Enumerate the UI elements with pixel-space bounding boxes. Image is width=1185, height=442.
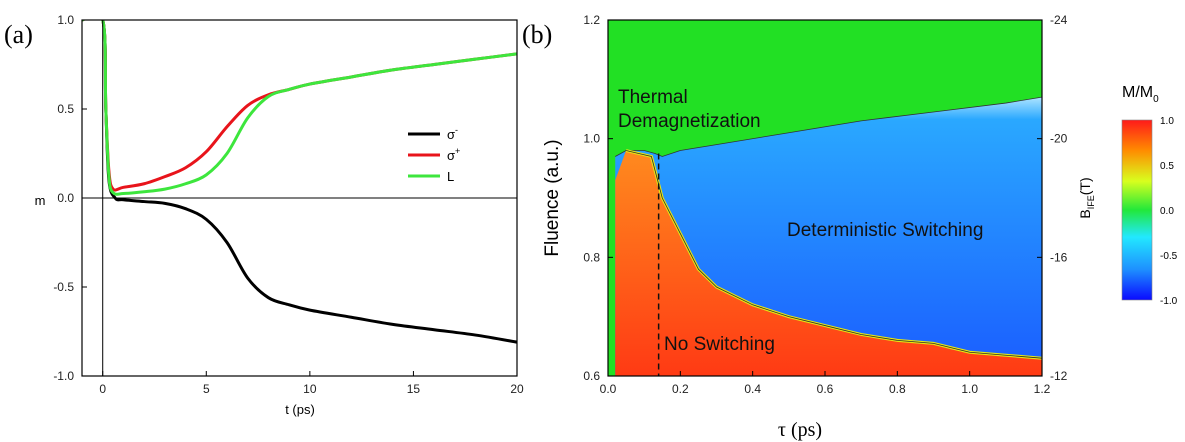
panel-a-y-tick-label: -1.0 — [53, 369, 74, 383]
panel-b-x-tick-label: 0.0 — [600, 382, 617, 396]
panel-a-x-tick-label: 15 — [407, 382, 421, 396]
panel-a-x-axis-label: t (ps) — [285, 402, 315, 417]
panel-b-y2-tick-label: -20 — [1050, 132, 1068, 146]
switching-boundary-line — [625, 150, 1042, 359]
panel-b-x-tick-label: 0.2 — [672, 382, 689, 396]
panel-b-x-tick-label: 1.2 — [1034, 382, 1051, 396]
region-no-switching-fill — [615, 150, 1042, 376]
panel-a-y-tick-label: 0.0 — [57, 191, 74, 205]
panel-a-x-tick-label: 0 — [99, 382, 106, 396]
panel-b-y-axis-label: Fluence (a.u.) — [542, 139, 563, 256]
legend-label: σ+ — [447, 146, 460, 163]
colorbar-tick-label: -1.0 — [1160, 296, 1178, 307]
panel-b-right-axis-label: BIFE(T) — [1077, 177, 1096, 218]
legend-label: σ- — [447, 125, 458, 142]
thermal-boundary-line — [615, 96, 1042, 157]
panel-b-y-tick-label: 1.2 — [583, 13, 600, 27]
colorbar-tick-label: 1.0 — [1160, 116, 1174, 127]
panel-b-x-tick-label: 0.4 — [744, 382, 761, 396]
panel-b-x-tick-label: 0.8 — [889, 382, 906, 396]
panel-a-y-axis-label: m — [35, 193, 46, 208]
panel-b-y-tick-label: 0.8 — [583, 250, 600, 264]
panel-a-x-tick-label: 10 — [303, 382, 317, 396]
panel-a-y-tick-label: 0.5 — [57, 102, 74, 116]
panel-b-y-tick-label: 1.0 — [583, 132, 600, 146]
colorbar-title: M/M0 — [1122, 84, 1159, 105]
panel-a-y-tick-label: 1.0 — [57, 13, 74, 27]
legend-label: L — [447, 169, 454, 184]
region-label-deterministic: Deterministic Switching — [787, 220, 983, 241]
panel-a-x-tick-label: 20 — [510, 382, 524, 396]
panel-b-x-tick-label: 0.6 — [817, 382, 834, 396]
panel-a-legend: σ-σ+ L — [408, 125, 460, 184]
region-label-thermal-2: Demagnetization — [618, 111, 761, 132]
colorbar: M/M0 1.0 0.5 0.0 -0.5 -1.0 — [1121, 84, 1178, 307]
panel-b: (b) 0.0 0.2 0.4 0.6 0.8 1.0 1.2 1.2 1.0 0.8 0.6 -24… — [522, 13, 1096, 441]
panel-b-y2-tick-label: -16 — [1050, 250, 1068, 264]
region-label-no-switching: No Switching — [664, 334, 775, 355]
panel-a-label: (a) — [4, 20, 33, 49]
panel-b-x-tick-label: 1.0 — [961, 382, 978, 396]
colorbar-tick-label: -0.5 — [1160, 251, 1178, 262]
series-linear — [82, 20, 517, 196]
colorbar-tick-label: 0.0 — [1160, 206, 1174, 217]
colorbar-tick-label: 0.5 — [1160, 161, 1174, 172]
panel-b-y2-tick-label: -12 — [1050, 369, 1068, 383]
panel-b-label: (b) — [522, 20, 552, 49]
series-sigma-plus — [82, 20, 517, 192]
panel-b-y-tick-label: 0.6 — [583, 369, 600, 383]
panel-b-x-axis-label: τ (ps) — [778, 419, 822, 441]
panel-a-y-tick-label: -0.5 — [53, 280, 74, 294]
panel-b-y2-tick-label: -24 — [1050, 13, 1068, 27]
colorbar-gradient — [1121, 119, 1153, 301]
region-label-thermal-1: Thermal — [618, 87, 688, 108]
panel-a: (a) 0 5 10 15 20 1.0 0.5 0.0 -0.5 -1.0 σ-σ+ L t (p… — [4, 13, 524, 417]
panel-a-x-tick-label: 5 — [203, 382, 210, 396]
